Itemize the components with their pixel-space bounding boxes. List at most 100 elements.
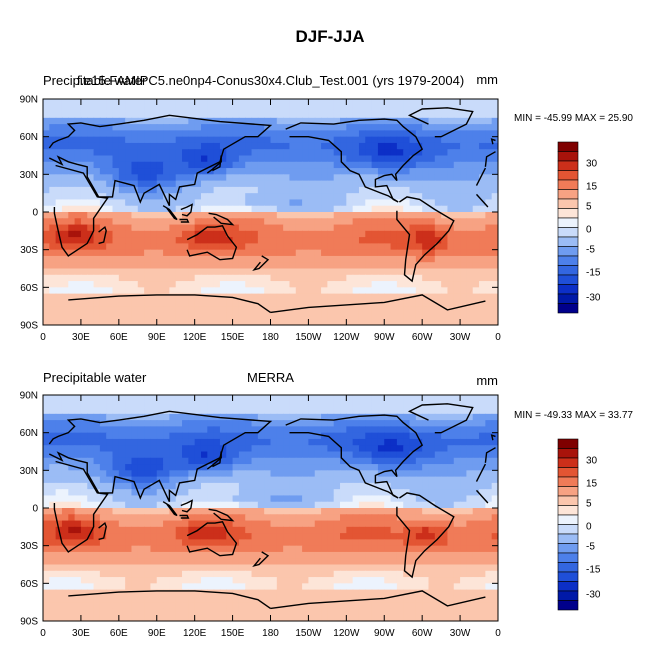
field-cell [80,413,88,421]
field-cell [428,130,436,138]
field-cell [352,299,360,307]
field-cell [365,438,373,446]
field-cell [302,155,310,163]
field-cell [200,413,208,421]
field-cell [441,558,449,566]
field-cell [479,533,486,540]
field-cell [238,193,246,201]
field-cell [194,539,202,547]
field-cell [264,476,272,484]
field-cell [238,136,246,144]
field-cell [384,539,392,547]
field-cell [74,589,82,597]
field-cell [409,249,417,257]
field-cell [289,489,297,497]
field-cell [150,476,158,484]
field-cell [460,230,467,238]
field-cell [257,155,265,163]
field-cell [289,293,297,301]
field-cell [283,142,291,150]
field-cell [270,318,278,325]
field-cell [377,551,385,559]
field-cell [377,457,385,465]
field-cell [396,438,404,446]
field-cell [93,299,101,307]
field-cell [434,533,442,540]
field-cell [150,142,158,150]
field-cell [99,445,107,453]
field-cell [106,564,114,572]
field-cell [409,155,417,163]
field-cell [352,306,360,314]
field-cell [308,174,316,182]
field-cell [163,438,170,446]
field-cell [283,401,291,409]
field-cell [371,281,379,288]
field-cell [93,558,101,566]
field-cell [93,243,101,251]
field-cell [93,161,101,169]
field-cell [169,205,177,213]
field-cell [472,514,480,522]
field-cell [43,168,50,175]
field-cell [257,136,265,144]
field-cell [175,230,183,238]
field-cell [466,489,474,497]
field-cell [302,413,310,421]
field-cell [415,274,423,282]
field-cell [308,142,316,150]
field-cell [182,395,189,402]
field-cell [403,174,411,182]
field-cell [333,186,341,194]
field-cell [302,401,310,409]
field-cell [55,299,63,307]
field-cell [226,407,234,415]
field-cell [43,564,50,572]
field-cell [232,193,240,201]
field-cell [358,407,366,415]
field-cell [365,551,373,559]
field-cell [137,489,145,497]
field-cell [283,577,291,584]
field-cell [346,149,354,157]
field-cell [346,262,354,270]
field-cell [485,274,493,282]
field-cell [125,501,133,509]
field-cell [466,281,474,288]
field-cell [43,230,50,238]
field-cell [182,205,189,213]
field-cell [485,495,493,503]
field-cell [321,105,328,113]
field-cell [403,299,411,307]
field-cell [219,199,227,207]
field-cell [289,451,297,459]
field-cell [232,395,240,402]
field-cell [333,445,341,453]
field-cell [188,186,196,194]
field-cell [358,105,366,113]
field-cell [150,136,158,144]
field-cell [485,476,493,484]
field-cell [308,274,316,282]
field-cell [321,318,328,325]
field-cell [125,174,133,182]
field-cell [207,445,215,453]
field-cell [257,526,265,534]
field-cell [99,432,107,440]
field-cell [415,432,423,440]
field-cell [156,501,164,509]
field-cell [232,274,240,282]
field-cell [49,464,57,471]
field-cell [49,205,57,213]
field-cell [150,262,158,270]
field-cell [232,420,240,427]
field-cell [163,105,170,113]
field-cell [327,249,335,257]
field-cell [384,281,392,288]
field-cell [219,193,227,201]
field-cell [352,407,360,415]
field-cell [365,306,373,314]
field-cell [276,318,284,325]
field-cell [479,111,486,119]
field-cell [377,312,385,320]
